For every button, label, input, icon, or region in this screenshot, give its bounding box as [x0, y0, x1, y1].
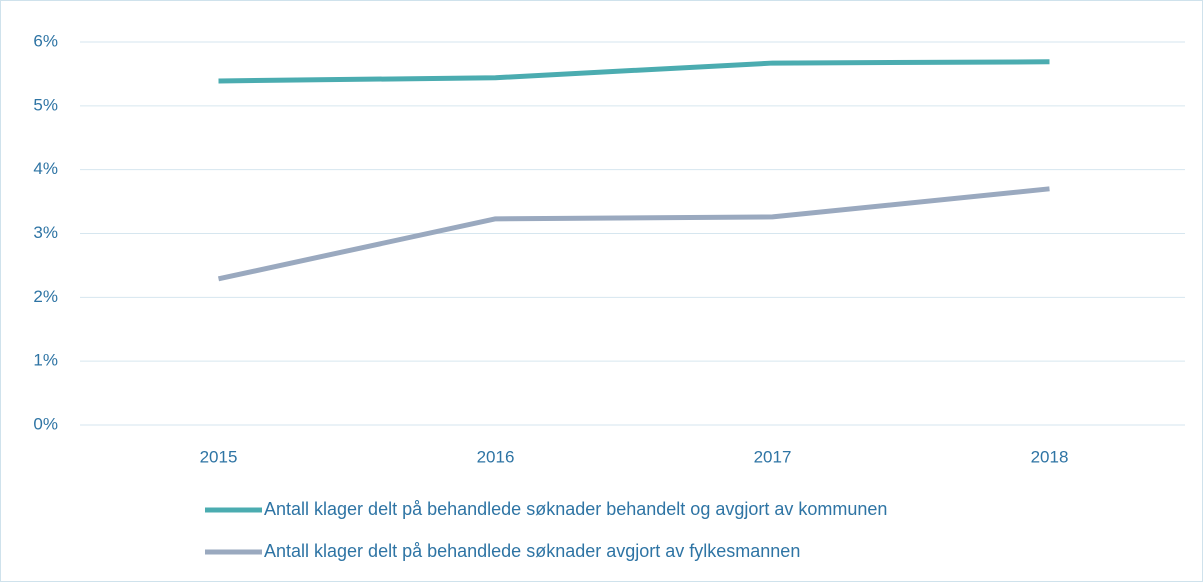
- y-tick-label: 1%: [33, 351, 58, 370]
- x-tick-label: 2018: [1031, 447, 1069, 466]
- y-tick-label: 5%: [33, 95, 58, 114]
- series-line: [218, 59, 1050, 84]
- y-tick-label: 0%: [33, 414, 58, 433]
- x-tick-label: 2016: [477, 447, 515, 466]
- series-line: [217, 186, 1050, 282]
- y-tick-label: 6%: [33, 31, 58, 50]
- legend-label: Antall klager delt på behandlede søknade…: [264, 499, 887, 519]
- x-tick-label: 2015: [200, 447, 238, 466]
- legend-label: Antall klager delt på behandlede søknade…: [264, 541, 800, 561]
- y-tick-label: 4%: [33, 159, 58, 178]
- y-tick-label: 3%: [33, 223, 58, 242]
- y-tick-label: 2%: [33, 287, 58, 306]
- x-tick-label: 2017: [754, 447, 792, 466]
